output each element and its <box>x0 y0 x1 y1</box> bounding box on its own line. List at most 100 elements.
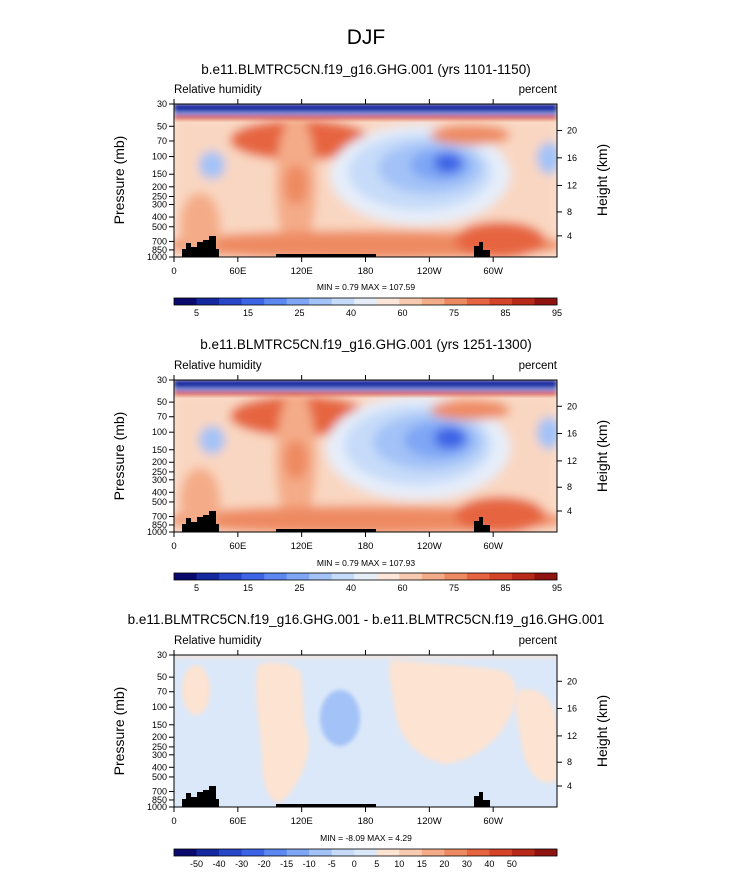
panel-1-topography <box>182 236 490 257</box>
colorbar-swatch <box>174 573 197 580</box>
panel-3-topography <box>182 786 490 807</box>
colorbar-tick-label: 95 <box>552 583 562 593</box>
pressure-tick-label: 850 <box>152 520 167 530</box>
panel-3-colorbar: -50 -40 -30 -20 -15 -10 -5 0 5 10 15 20 30 40 50 <box>173 848 558 869</box>
height-tick-label: 12 <box>567 731 577 741</box>
height-tick-label: 16 <box>567 153 577 163</box>
panel-2-left-label: Relative humidity <box>174 360 262 372</box>
panel-3-ylabel: Pressure (mb) <box>111 687 127 776</box>
pressure-tick-label: 500 <box>152 222 167 232</box>
panel-3-right-label: percent <box>519 635 558 647</box>
longitude-tick-label: 0 <box>171 266 176 277</box>
colorbar-swatch <box>174 298 197 305</box>
longitude-tick-label: 180 <box>358 541 374 552</box>
pressure-tick-label: 30 <box>157 650 167 660</box>
colorbar-tick-label: 15 <box>243 583 253 593</box>
longitude-tick-label: 0 <box>171 816 176 827</box>
colorbar-swatch <box>511 849 535 856</box>
pressure-tick-label: 100 <box>152 152 167 162</box>
colorbar-swatch <box>376 849 400 856</box>
colorbar-tick-label: 60 <box>398 308 408 318</box>
longitude-tick-label: 60E <box>229 816 246 827</box>
pressure-tick-label: 300 <box>152 750 167 760</box>
height-tick-label: 8 <box>567 207 572 217</box>
pressure-tick-label: 150 <box>152 169 167 179</box>
pressure-tick-label: 1000 <box>147 527 167 537</box>
colorbar-tick-label: 5 <box>374 859 379 869</box>
longitude-tick-label: 60W <box>483 266 503 277</box>
colorbar-swatch <box>421 573 445 580</box>
panel-3-left-label: Relative humidity <box>174 635 262 647</box>
colorbar-swatch <box>511 298 535 305</box>
colorbar-tick-label: -50 <box>190 859 203 869</box>
colorbar-tick-label: 75 <box>449 583 459 593</box>
colorbar-tick-label: 40 <box>346 583 356 593</box>
colorbar-swatch <box>286 849 310 856</box>
colorbar-swatch <box>511 573 535 580</box>
height-tick-label: 20 <box>567 676 577 686</box>
colorbar-tick-label: -5 <box>328 859 336 869</box>
colorbar-tick-label: 5 <box>194 583 199 593</box>
panel-1: b.e11.BLMTRC5CN.f19_g16.GHG.001 (yrs 110… <box>111 62 610 318</box>
longitude-tick-label: 120E <box>291 266 313 277</box>
pressure-tick-label: 70 <box>157 687 167 697</box>
colorbar-tick-label: 15 <box>417 859 427 869</box>
colorbar-tick-label: 85 <box>500 308 510 318</box>
colorbar-swatch <box>241 573 265 580</box>
colorbar-swatch <box>489 849 513 856</box>
pressure-tick-label: 200 <box>152 182 167 192</box>
colorbar-swatch <box>489 573 513 580</box>
pressure-tick-label: 1000 <box>147 802 167 812</box>
colorbar-swatch <box>534 849 558 856</box>
pressure-tick-label: 500 <box>152 497 167 507</box>
longitude-tick-label: 0 <box>171 541 176 552</box>
colorbar-swatch <box>331 573 355 580</box>
colorbar-tick-label: -40 <box>213 859 226 869</box>
page-title: DJF <box>347 26 386 49</box>
pressure-tick-label: 250 <box>152 192 167 202</box>
height-tick-label: 4 <box>567 231 572 241</box>
height-tick-label: 20 <box>567 125 577 135</box>
colorbar-frame <box>173 297 558 306</box>
colorbar-swatch <box>399 849 423 856</box>
longitude-tick-label: 180 <box>358 816 374 827</box>
panel-1-stats: MIN = 0.79 MAX = 107.59 <box>317 282 416 292</box>
panel-1-right-ylabel: Height (km) <box>594 144 610 216</box>
panel-2-colorbar: 5 15 25 40 60 75 85 95 <box>173 572 562 593</box>
height-tick-label: 16 <box>567 703 577 713</box>
panel-3-field <box>174 655 557 807</box>
pressure-tick-label: 700 <box>152 512 167 522</box>
colorbar-swatch <box>354 298 378 305</box>
panel-1-colorbar: 5 15 25 40 60 75 85 95 <box>173 297 562 318</box>
colorbar-swatch <box>444 298 468 305</box>
colorbar-swatch <box>354 849 378 856</box>
colorbar-swatch <box>174 849 197 856</box>
pressure-tick-label: 50 <box>157 397 167 407</box>
pressure-tick-label: 400 <box>152 762 167 772</box>
pressure-tick-label: 700 <box>152 787 167 797</box>
colorbar-swatch <box>196 298 220 305</box>
panel-2: b.e11.BLMTRC5CN.f19_g16.GHG.001 (yrs 125… <box>111 337 610 593</box>
panel-2-ylabel: Pressure (mb) <box>111 412 127 501</box>
colorbar-swatch <box>309 298 333 305</box>
panel-2-topography <box>182 511 490 532</box>
panel-1-left-label: Relative humidity <box>174 84 262 96</box>
pressure-tick-label: 700 <box>152 236 167 246</box>
pressure-tick-label: 100 <box>152 427 167 437</box>
colorbar-swatch <box>399 298 423 305</box>
panel-2-stats: MIN = 0.79 MAX = 107.93 <box>317 558 416 568</box>
colorbar-swatch <box>466 573 490 580</box>
longitude-tick-label: 60W <box>483 541 503 552</box>
colorbar-tick-label: -30 <box>235 859 248 869</box>
pressure-tick-label: 400 <box>152 487 167 497</box>
colorbar-swatch <box>534 573 558 580</box>
pressure-tick-label: 50 <box>157 121 167 131</box>
colorbar-swatch <box>444 573 468 580</box>
pressure-tick-label: 70 <box>157 136 167 146</box>
colorbar-frame <box>173 572 558 581</box>
colorbar-swatch <box>264 573 288 580</box>
pressure-tick-label: 250 <box>152 467 167 477</box>
